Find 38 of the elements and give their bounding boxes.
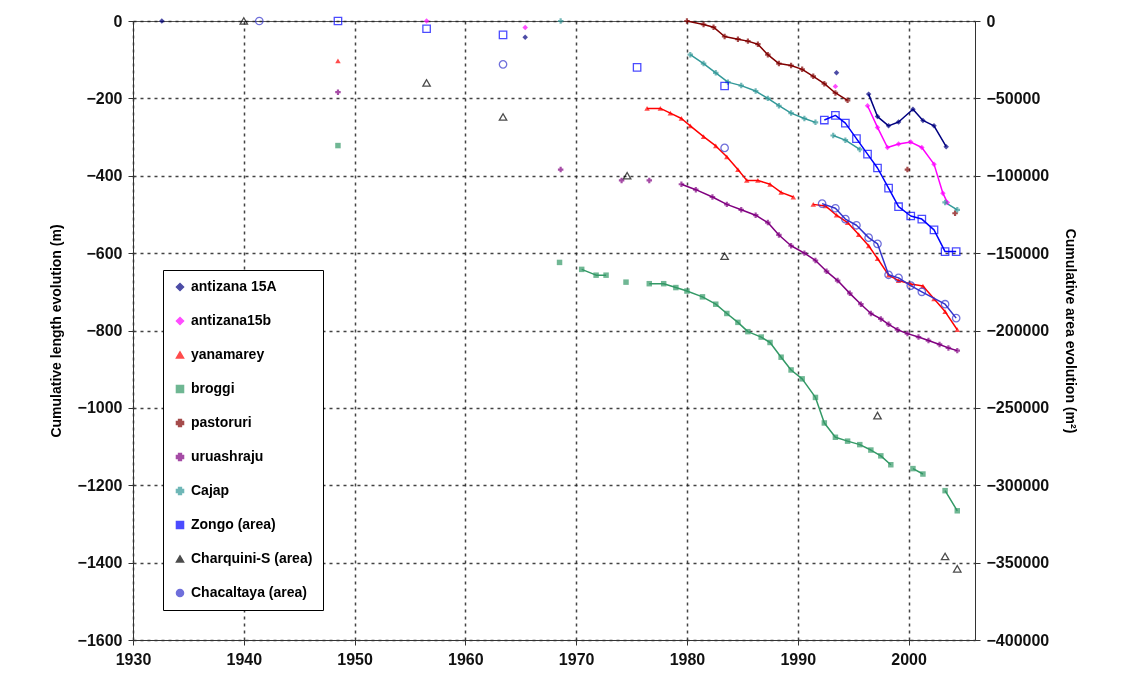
y2-tick-label: −150000 xyxy=(986,244,1050,262)
y-axis-title: Cumulative length evolution (m) xyxy=(47,224,64,438)
legend-label: pastoruri xyxy=(191,414,252,430)
legend-label: yanamarey xyxy=(191,346,265,362)
legend-label: Zongo (area) xyxy=(191,516,276,532)
x-tick-label: 1930 xyxy=(115,650,152,668)
legend-label: antizana 15A xyxy=(191,278,277,294)
y2-tick-label: 0 xyxy=(986,12,996,30)
legend-label: Chacaltaya (area) xyxy=(191,584,307,600)
y2-tick-label: −100000 xyxy=(986,167,1050,185)
x-tick-label: 1950 xyxy=(337,650,373,668)
y-tick-label: −200 xyxy=(86,89,123,107)
x-tick-label: 1960 xyxy=(448,650,484,668)
x-tick-label: 2000 xyxy=(891,650,927,668)
y-tick-label: −800 xyxy=(86,322,123,339)
y2-tick-label: −300000 xyxy=(986,476,1050,494)
legend-label: Cajap xyxy=(191,482,230,498)
y-tick-label: −400 xyxy=(86,167,123,185)
y2-tick-label: −200000 xyxy=(986,322,1050,339)
y2-axis-title: Cumulative area evolution (m²) xyxy=(1063,228,1080,434)
legend-label: uruashraju xyxy=(191,448,264,464)
legend-label: antizana15b xyxy=(191,312,272,328)
y2-tick-label: −250000 xyxy=(986,399,1050,417)
y2-tick-label: −50000 xyxy=(986,89,1041,107)
legend-label: Charquini-S (area) xyxy=(191,550,313,566)
y-tick-label: −600 xyxy=(86,244,123,262)
y2-tick-label: −400000 xyxy=(986,631,1050,649)
y-tick-label: −1600 xyxy=(77,631,123,649)
legend-label: broggi xyxy=(191,380,235,396)
y-tick-label: 0 xyxy=(113,12,123,30)
x-tick-label: 1980 xyxy=(669,650,706,668)
y-tick-label: −1000 xyxy=(77,399,123,417)
y-tick-label: −1200 xyxy=(77,476,123,494)
x-tick-label: 1990 xyxy=(780,650,817,668)
x-tick-label: 1970 xyxy=(558,650,595,668)
y-tick-label: −1400 xyxy=(77,554,123,572)
x-tick-label: 1940 xyxy=(226,650,263,668)
y2-tick-label: −350000 xyxy=(986,554,1050,572)
